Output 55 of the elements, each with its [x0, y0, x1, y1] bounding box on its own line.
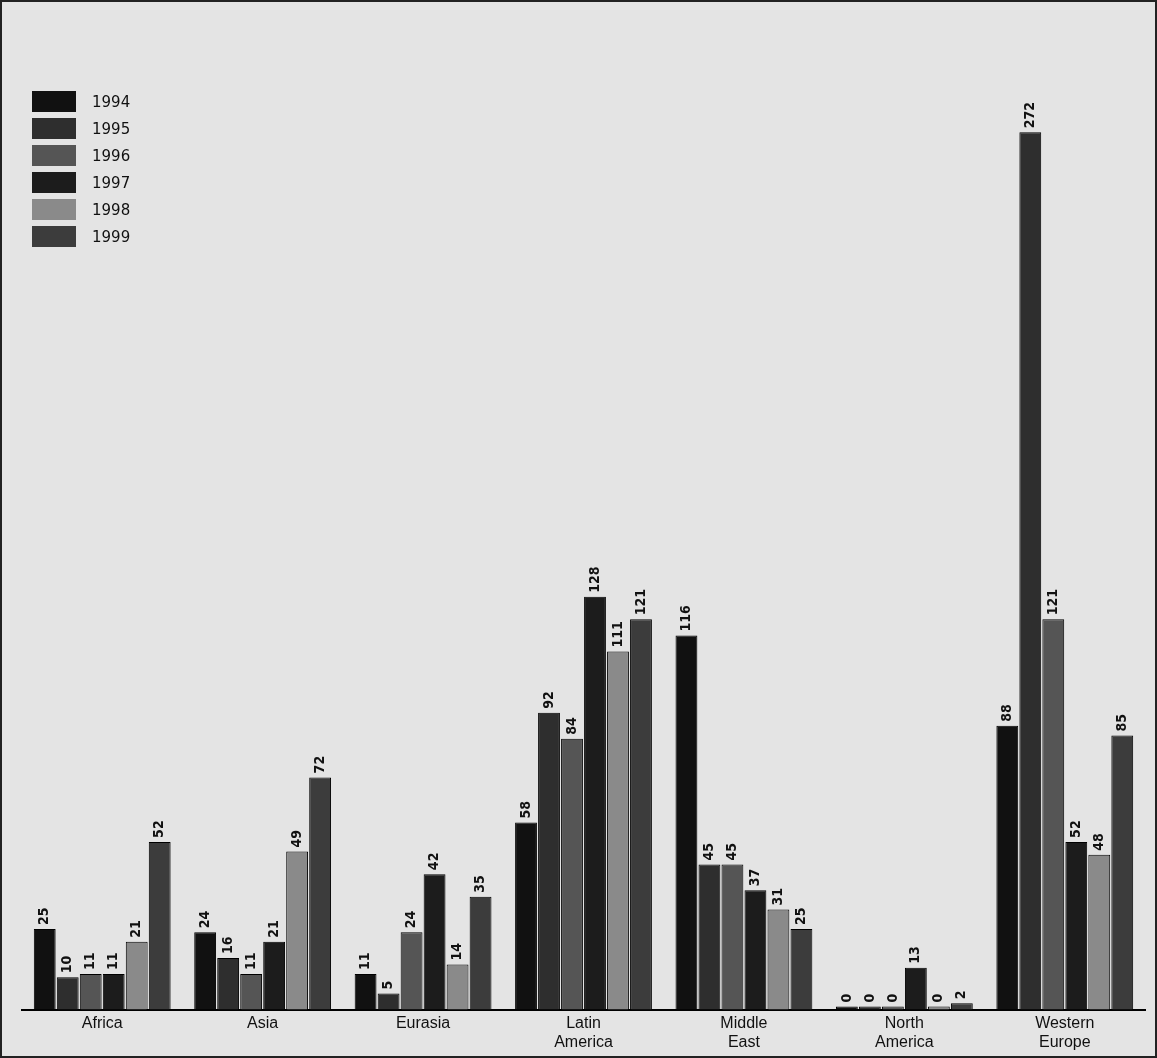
x-tick-label: Asia	[247, 1013, 279, 1031]
data-label: 16	[218, 936, 235, 954]
data-label: 35	[471, 875, 488, 893]
data-label: 24	[402, 910, 419, 929]
data-label: 21	[127, 920, 144, 938]
data-label: 21	[264, 920, 281, 938]
data-label: 42	[425, 852, 442, 871]
data-label: 11	[81, 952, 98, 971]
legend-label: 1998	[92, 200, 131, 219]
data-label: 85	[1112, 713, 1129, 732]
data-label: 58	[516, 801, 533, 819]
x-tick-label: North America	[875, 1013, 934, 1050]
data-label: 11	[241, 952, 258, 971]
data-label: 92	[539, 691, 556, 709]
data-label: 0	[929, 993, 946, 1003]
data-label: 84	[562, 716, 579, 735]
legend-label: 1997	[92, 173, 131, 192]
data-label: 88	[997, 704, 1014, 722]
data-label: 11	[356, 952, 373, 971]
data-label: 111	[608, 621, 625, 648]
data-label: 48	[1089, 833, 1106, 851]
data-label: 37	[746, 868, 763, 887]
x-tick-label: Africa	[81, 1013, 123, 1031]
data-label: 11	[104, 952, 121, 971]
data-label: 121	[631, 589, 648, 616]
data-label: 0	[860, 993, 877, 1003]
legend-label: 1995	[92, 119, 131, 138]
x-tick-label: Middle East	[720, 1013, 768, 1050]
legend-label: 1996	[92, 146, 131, 165]
data-label: 5	[379, 980, 396, 990]
data-label: 45	[723, 842, 740, 861]
data-label: 121	[1043, 589, 1060, 616]
data-label: 24	[195, 910, 212, 929]
data-label: 10	[58, 955, 75, 974]
data-label: 72	[310, 755, 327, 774]
x-tick-label: Western Europe	[1035, 1013, 1095, 1050]
data-label: 25	[792, 907, 809, 925]
data-label: 2	[952, 990, 969, 1000]
data-label: 0	[837, 993, 854, 1003]
data-label: 116	[677, 604, 694, 632]
data-label: 52	[150, 820, 167, 838]
legend-label: 1999	[92, 227, 131, 246]
data-label: 25	[35, 907, 52, 925]
x-tick-label: Eurasia	[395, 1013, 451, 1031]
x-tick-label: Latin America	[554, 1013, 613, 1050]
data-label: 31	[769, 888, 786, 906]
data-label: 14	[448, 942, 465, 961]
data-label: 128	[585, 566, 602, 593]
data-label: 0	[883, 993, 900, 1003]
data-label: 45	[700, 842, 717, 861]
data-label: 52	[1066, 820, 1083, 838]
data-label: 13	[906, 946, 923, 964]
legend-label: 1994	[92, 92, 131, 111]
data-label: 49	[287, 830, 304, 848]
data-label: 272	[1020, 102, 1037, 129]
